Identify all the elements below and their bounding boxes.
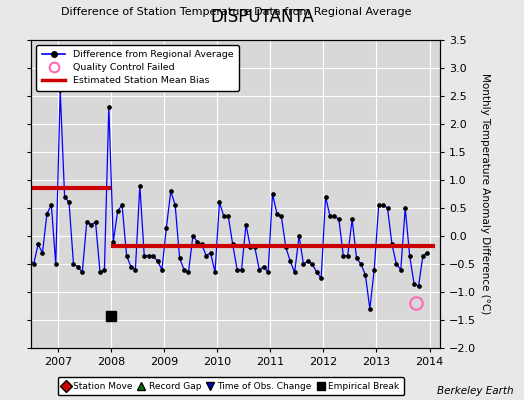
Y-axis label: Monthly Temperature Anomaly Difference (°C): Monthly Temperature Anomaly Difference (… <box>480 73 490 315</box>
Legend: Difference from Regional Average, Quality Control Failed, Estimated Station Mean: Difference from Regional Average, Qualit… <box>36 45 239 91</box>
Title: Difference of Station Temperature Data from Regional Average: Difference of Station Temperature Data f… <box>61 7 411 17</box>
Text: DISPUTANTA: DISPUTANTA <box>210 8 314 26</box>
Text: Berkeley Earth: Berkeley Earth <box>437 386 514 396</box>
Legend: Station Move, Record Gap, Time of Obs. Change, Empirical Break: Station Move, Record Gap, Time of Obs. C… <box>58 378 403 396</box>
